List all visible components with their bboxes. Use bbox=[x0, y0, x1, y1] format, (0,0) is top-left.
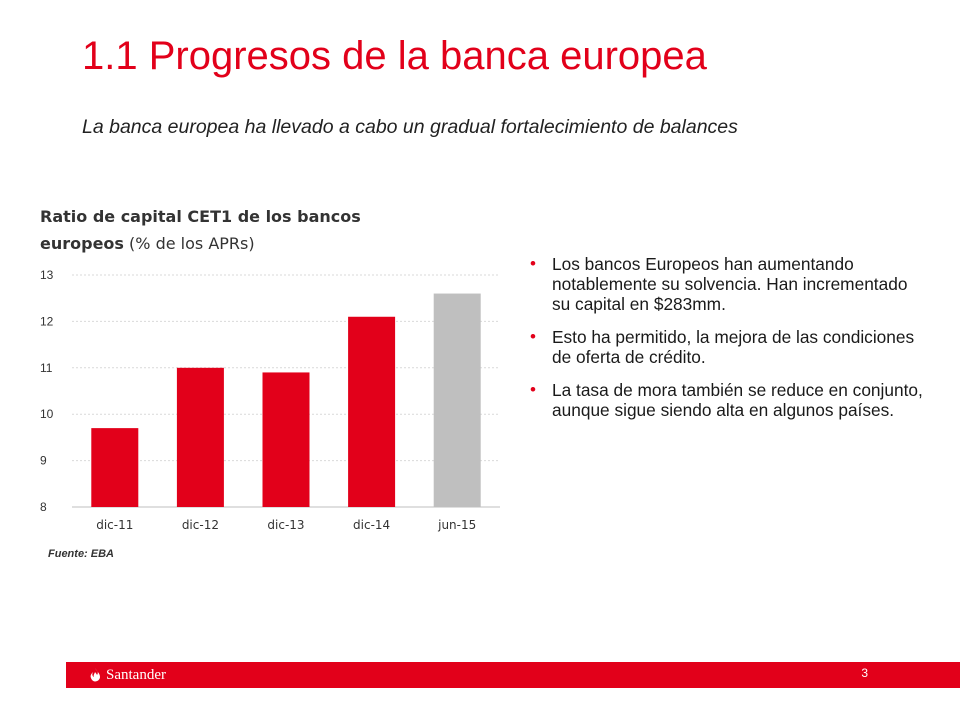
bar-dic-13 bbox=[262, 372, 310, 507]
x-tick-label: dic-14 bbox=[353, 518, 390, 532]
footer-bar: Santander 3 bbox=[66, 662, 960, 688]
x-tick-label: dic-12 bbox=[182, 518, 219, 532]
chart-title-line1: Ratio de capital CET1 de los bancos bbox=[40, 207, 361, 226]
flame-icon bbox=[90, 668, 100, 682]
page-number: 3 bbox=[861, 666, 868, 680]
y-tick-label: 13 bbox=[40, 268, 54, 282]
slide-title: 1.1 Progresos de la banca europea bbox=[82, 34, 707, 78]
x-tick-label: dic-11 bbox=[96, 518, 133, 532]
bullet-dot-icon: • bbox=[530, 254, 536, 273]
y-tick-label: 11 bbox=[40, 361, 53, 375]
bar-jun-15 bbox=[433, 293, 481, 507]
brand-name: Santander bbox=[106, 666, 166, 683]
x-tick-label: jun-15 bbox=[437, 518, 476, 532]
bullet-text: La tasa de mora también se reduce en con… bbox=[552, 380, 923, 420]
slide-subtitle: La banca europea ha llevado a cabo un gr… bbox=[82, 116, 738, 138]
brand-logo: Santander bbox=[88, 665, 166, 685]
bullet-item: • La tasa de mora también se reduce en co… bbox=[528, 380, 928, 420]
bullet-dot-icon: • bbox=[530, 380, 536, 399]
y-tick-label: 8 bbox=[40, 500, 47, 514]
bullet-text: Esto ha permitido, la mejora de las cond… bbox=[552, 327, 915, 367]
bullet-dot-icon: • bbox=[530, 327, 536, 346]
y-tick-label: 9 bbox=[40, 454, 47, 468]
chart-title-unit: (% de los APRs) bbox=[129, 234, 255, 253]
chart-title: Ratio de capital CET1 de los bancos euro… bbox=[40, 203, 370, 257]
y-tick-label: 10 bbox=[40, 407, 54, 421]
bullet-text: Los bancos Europeos han aumentando notab… bbox=[552, 254, 908, 314]
bullet-item: • Los bancos Europeos han aumentando nota… bbox=[528, 254, 928, 314]
bar-dic-14 bbox=[348, 316, 396, 507]
chart-source: Fuente: EBA bbox=[48, 548, 114, 560]
chart-title-line2: europeos bbox=[40, 234, 124, 253]
y-tick-label: 12 bbox=[40, 314, 54, 328]
bar-dic-11 bbox=[91, 428, 139, 507]
bullet-item: • Esto ha permitido, la mejora de las con… bbox=[528, 327, 928, 367]
x-tick-label: dic-13 bbox=[267, 518, 304, 532]
bullet-list: • Los bancos Europeos han aumentando nota… bbox=[528, 254, 928, 433]
bar-dic-12 bbox=[176, 367, 224, 507]
